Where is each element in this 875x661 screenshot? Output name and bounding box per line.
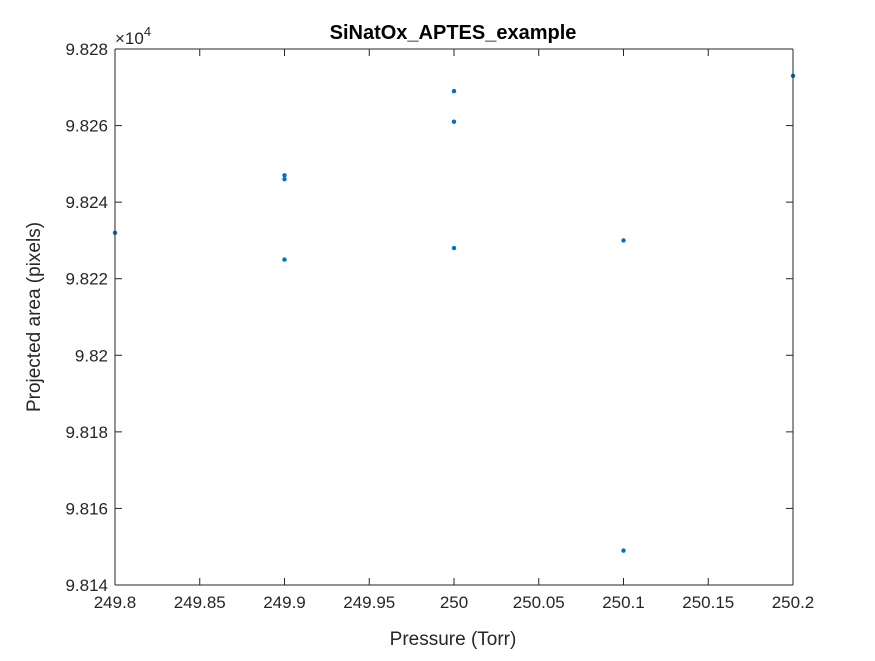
x-tick-label: 250.1: [602, 593, 645, 612]
y-exponent-label: ×104: [115, 24, 151, 48]
y-tick-label: 9.822: [65, 270, 108, 289]
data-point: [282, 257, 287, 262]
y-exponent-base: ×10: [115, 29, 144, 48]
x-tick-label: 249.85: [174, 593, 226, 612]
y-exponent-power: 4: [144, 24, 151, 39]
x-tick-label: 250.2: [772, 593, 815, 612]
data-point: [451, 88, 457, 94]
x-axis-label: Pressure (Torr): [390, 629, 517, 650]
x-tick-label: 249.95: [343, 593, 395, 612]
x-tick-label: 249.9: [263, 593, 306, 612]
data-point: [451, 119, 457, 124]
x-tick-label: 250.05: [513, 593, 565, 612]
data-point: [282, 176, 287, 182]
x-tick-label: 250.15: [682, 593, 734, 612]
y-tick-label: 9.826: [65, 117, 108, 136]
y-tick-label: 9.828: [65, 40, 108, 59]
x-tick-label: 250: [440, 593, 468, 612]
y-tick-label: 9.818: [65, 423, 108, 442]
y-axis-label: Projected area (pixels): [24, 222, 45, 412]
y-tick-label: 9.82: [75, 346, 108, 365]
y-tick-label: 9.824: [65, 193, 108, 212]
axes-box: [114, 48, 794, 586]
plot-area: [115, 49, 793, 585]
x-tick-label: 249.8: [94, 593, 137, 612]
y-tick-label: 9.816: [65, 499, 108, 518]
data-point: [451, 245, 457, 251]
y-tick-label: 9.814: [65, 576, 108, 595]
data-point: [621, 238, 626, 243]
data-point: [282, 173, 287, 178]
chart-title: SiNatOx_APTES_example: [330, 22, 577, 44]
data-point: [621, 548, 626, 553]
points-layer: [112, 73, 796, 553]
ticks-layer: 249.8 249.85 249.9 249.95 250 250.05 250.1 250.…: [65, 40, 814, 612]
